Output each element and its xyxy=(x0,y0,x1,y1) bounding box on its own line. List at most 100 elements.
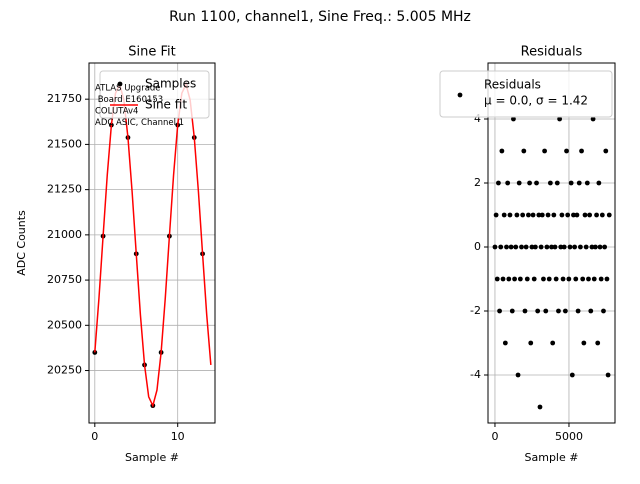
legend-label: Samples xyxy=(145,77,196,91)
data-point xyxy=(561,244,567,250)
legend-label: μ = 0.0, σ = 1.42 xyxy=(484,94,588,108)
annotation: ATLAS Upgrade xyxy=(95,84,161,94)
data-point xyxy=(499,148,505,154)
legend-label: Residuals xyxy=(484,78,541,92)
y-tick-label: -4 xyxy=(470,368,481,381)
data-point xyxy=(502,340,508,346)
legend-label: Sine fit xyxy=(145,98,187,112)
data-point xyxy=(572,244,578,250)
data-point xyxy=(521,148,527,154)
legend-marker xyxy=(457,92,463,98)
data-point xyxy=(564,148,569,154)
data-point xyxy=(565,212,571,218)
data-point xyxy=(557,116,563,122)
data-point xyxy=(589,244,595,250)
data-point xyxy=(514,212,520,218)
data-point xyxy=(593,244,598,250)
data-point xyxy=(507,212,513,218)
data-point xyxy=(584,180,590,186)
axes-title: Sine Fit xyxy=(128,45,175,60)
data-point xyxy=(508,244,514,250)
data-point xyxy=(504,244,509,250)
y-axis-label: ADC Counts xyxy=(15,210,28,276)
data-point xyxy=(544,244,550,250)
annotation: Board E160153 xyxy=(95,95,163,105)
data-point xyxy=(556,308,561,314)
data-point xyxy=(595,340,601,346)
y-tick-label: 21500 xyxy=(47,137,82,150)
data-point xyxy=(571,212,576,218)
data-point xyxy=(530,212,536,218)
data-point xyxy=(576,180,582,186)
data-point xyxy=(588,308,594,314)
data-point xyxy=(545,212,551,218)
data-point xyxy=(569,372,575,378)
data-point xyxy=(542,148,548,154)
data-point xyxy=(554,180,560,186)
data-point xyxy=(552,244,558,250)
data-point xyxy=(547,180,553,186)
data-point xyxy=(562,308,568,314)
data-point xyxy=(546,276,552,282)
data-point xyxy=(596,180,602,186)
data-point xyxy=(513,244,519,250)
data-point xyxy=(505,180,511,186)
data-point xyxy=(500,276,506,282)
data-point xyxy=(577,244,583,250)
data-point xyxy=(598,276,604,282)
data-point xyxy=(516,180,522,186)
data-point xyxy=(566,276,572,282)
data-point xyxy=(590,116,596,122)
data-point xyxy=(526,212,531,218)
data-point xyxy=(536,212,542,218)
y-tick-label: 0 xyxy=(474,240,481,253)
data-point xyxy=(527,180,532,186)
y-tick-label: 20250 xyxy=(47,364,82,377)
data-point xyxy=(567,244,573,250)
axes-frame xyxy=(88,62,216,424)
data-point xyxy=(580,276,586,282)
data-point xyxy=(520,212,526,218)
annotation: ADC ASIC, Channel 1 xyxy=(95,118,184,128)
data-point xyxy=(512,276,517,282)
data-point xyxy=(558,244,564,250)
x-tick-label: 10 xyxy=(171,430,185,443)
data-point xyxy=(604,276,610,282)
data-point xyxy=(583,244,589,250)
data-point xyxy=(522,308,528,314)
annotation: COLUTAv4 xyxy=(95,107,138,117)
data-point xyxy=(574,212,580,218)
data-point xyxy=(532,244,538,250)
data-point xyxy=(550,340,556,346)
data-point xyxy=(597,244,603,250)
data-point xyxy=(602,244,608,250)
data-point xyxy=(539,212,545,218)
y-tick-label: 20750 xyxy=(47,273,82,286)
data-point xyxy=(509,308,515,314)
data-point xyxy=(553,276,559,282)
data-point xyxy=(586,276,591,282)
data-point xyxy=(587,212,593,218)
x-tick-label: 5000 xyxy=(555,430,583,443)
data-point xyxy=(497,308,502,314)
data-point xyxy=(549,244,554,250)
data-point xyxy=(606,212,612,218)
axes-frame xyxy=(487,62,616,424)
data-point xyxy=(605,372,611,378)
data-point xyxy=(515,372,521,378)
figure-title: Run 1100, channel1, Sine Freq.: 5.005 MH… xyxy=(169,9,471,25)
y-tick-label: 21750 xyxy=(47,92,82,105)
y-tick-label: 21000 xyxy=(47,228,82,241)
data-point xyxy=(591,276,597,282)
data-point xyxy=(529,244,535,250)
data-point xyxy=(494,276,500,282)
y-tick-label: 2 xyxy=(474,176,481,189)
legend-box xyxy=(439,70,613,118)
data-point xyxy=(537,404,543,410)
data-point xyxy=(551,212,557,218)
y-tick-label: 4 xyxy=(474,112,481,125)
data-point xyxy=(581,340,587,346)
data-point xyxy=(506,276,512,282)
legend-box xyxy=(99,70,210,119)
